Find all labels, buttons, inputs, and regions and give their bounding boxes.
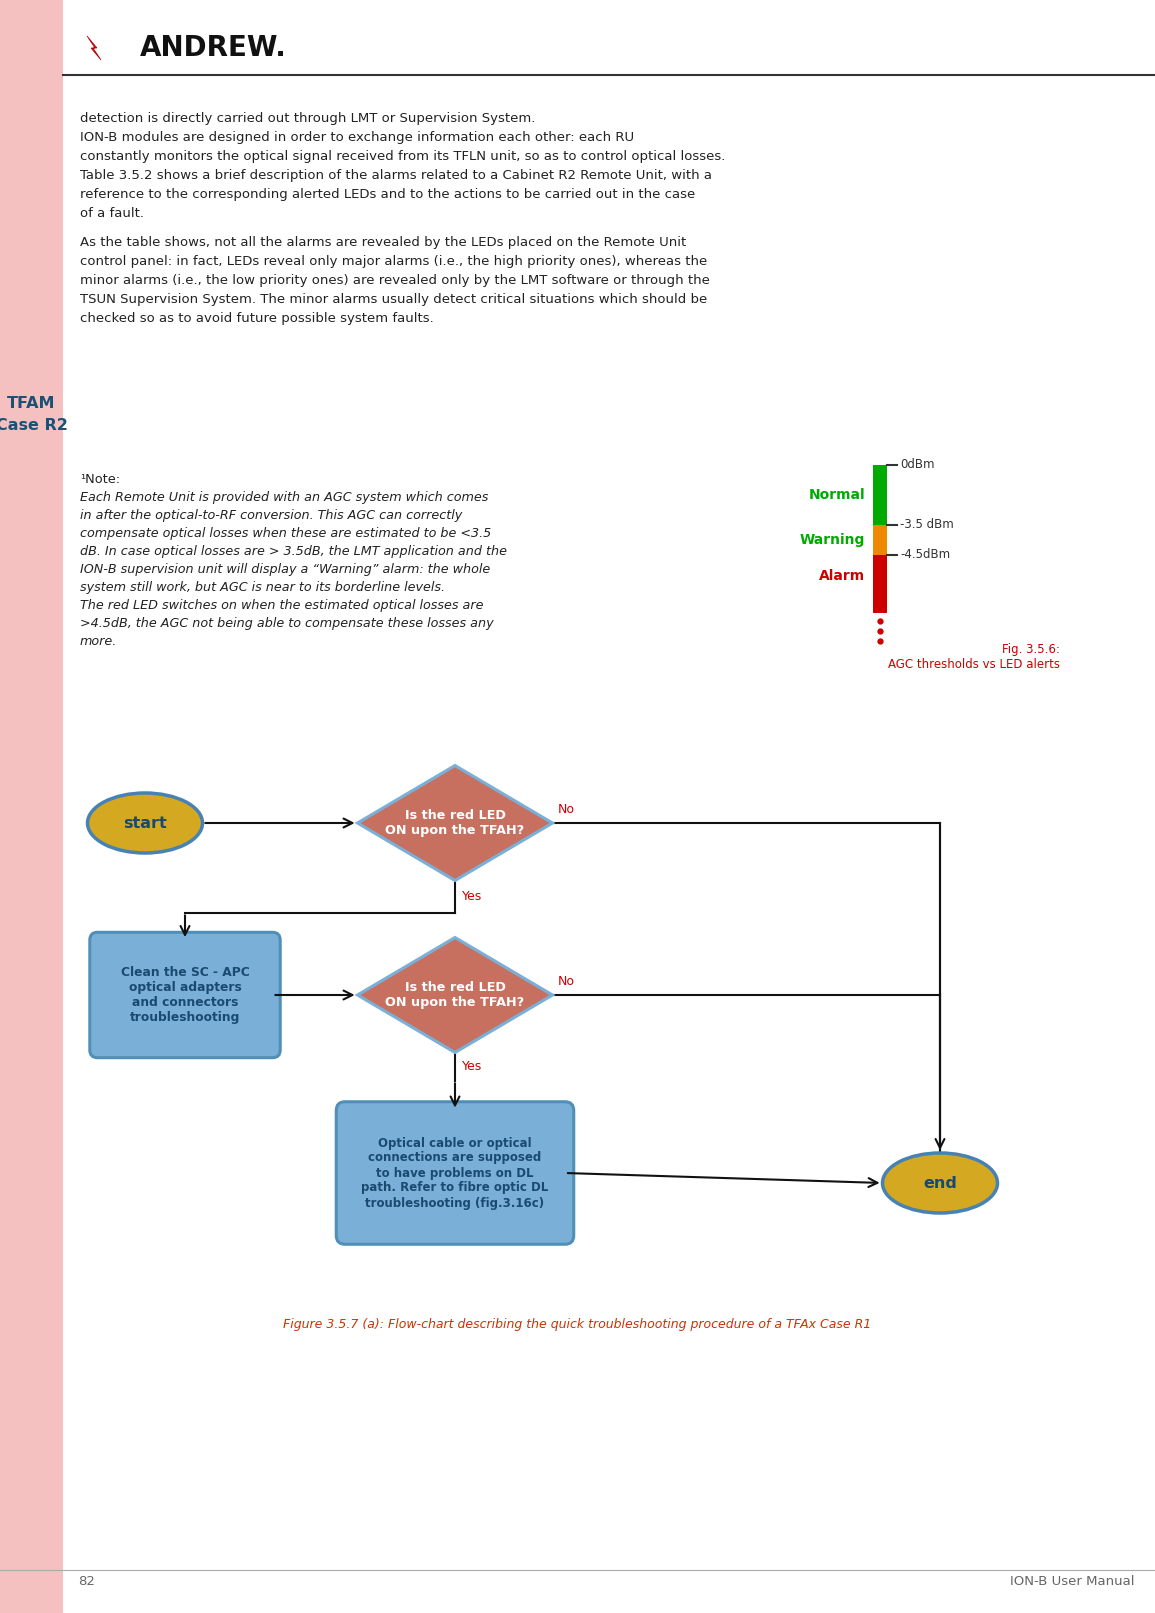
Text: in after the optical-to-RF conversion. This AGC can correctly: in after the optical-to-RF conversion. T… (80, 510, 462, 523)
Ellipse shape (882, 1153, 998, 1213)
Text: Is the red LED
ON upon the TFAH?: Is the red LED ON upon the TFAH? (386, 981, 524, 1010)
Text: dB. In case optical losses are > 3.5dB, the LMT application and the: dB. In case optical losses are > 3.5dB, … (80, 545, 507, 558)
Text: of a fault.: of a fault. (80, 206, 144, 219)
Text: Fig. 3.5.6:
AGC thresholds vs LED alerts: Fig. 3.5.6: AGC thresholds vs LED alerts (888, 644, 1060, 671)
Text: minor alarms (i.e., the low priority ones) are revealed only by the LMT software: minor alarms (i.e., the low priority one… (80, 274, 710, 287)
Polygon shape (87, 35, 100, 60)
Text: Figure 3.5.7 (a): Flow-chart describing the quick troubleshooting procedure of a: Figure 3.5.7 (a): Flow-chart describing … (283, 1318, 872, 1331)
Bar (873, 524, 887, 555)
FancyBboxPatch shape (90, 932, 281, 1058)
Text: ION-B User Manual: ION-B User Manual (1011, 1574, 1135, 1589)
Polygon shape (358, 937, 552, 1053)
Text: Normal: Normal (808, 489, 865, 502)
Text: system still work, but AGC is near to its borderline levels.: system still work, but AGC is near to it… (80, 581, 445, 594)
Text: checked so as to avoid future possible system faults.: checked so as to avoid future possible s… (80, 311, 434, 324)
Text: -3.5 dBm: -3.5 dBm (900, 518, 954, 532)
Text: Warning: Warning (799, 532, 865, 547)
Text: Is the red LED
ON upon the TFAH?: Is the red LED ON upon the TFAH? (386, 810, 524, 837)
Text: As the table shows, not all the alarms are revealed by the LEDs placed on the Re: As the table shows, not all the alarms a… (80, 235, 686, 248)
Text: ¹Note:: ¹Note: (80, 473, 120, 486)
Text: TSUN Supervision System. The minor alarms usually detect critical situations whi: TSUN Supervision System. The minor alarm… (80, 294, 707, 306)
Bar (873, 465, 887, 524)
FancyBboxPatch shape (336, 1102, 574, 1244)
Text: ION-B supervision unit will display a “Warning” alarm: the whole: ION-B supervision unit will display a “W… (80, 563, 490, 576)
Text: Yes: Yes (462, 1060, 483, 1074)
Polygon shape (358, 766, 552, 881)
Text: more.: more. (80, 636, 118, 648)
Text: Each Remote Unit is provided with an AGC system which comes: Each Remote Unit is provided with an AGC… (80, 490, 489, 503)
Text: Yes: Yes (462, 890, 483, 903)
Text: Alarm: Alarm (819, 569, 865, 582)
Text: ANDREW.: ANDREW. (140, 34, 286, 61)
Text: TFAM: TFAM (7, 395, 55, 410)
Text: No: No (558, 803, 574, 816)
Text: >4.5dB, the AGC not being able to compensate these losses any: >4.5dB, the AGC not being able to compen… (80, 618, 493, 631)
Text: No: No (558, 974, 574, 989)
Bar (0, 0, 64, 1613)
Text: ION-B modules are designed in order to exchange information each other: each RU: ION-B modules are designed in order to e… (80, 131, 634, 144)
Bar (873, 555, 887, 613)
Text: 82: 82 (79, 1574, 95, 1589)
Text: Case R2: Case R2 (0, 418, 67, 432)
Text: Clean the SC - APC
optical adapters
and connectors
troubleshooting: Clean the SC - APC optical adapters and … (120, 966, 249, 1024)
Text: constantly monitors the optical signal received from its TFLN unit, so as to con: constantly monitors the optical signal r… (80, 150, 725, 163)
Text: -4.5dBm: -4.5dBm (900, 548, 951, 561)
Ellipse shape (88, 794, 202, 853)
Text: start: start (124, 816, 166, 831)
Text: The red LED switches on when the estimated optical losses are: The red LED switches on when the estimat… (80, 598, 484, 611)
Text: Table 3.5.2 shows a brief description of the alarms related to a Cabinet R2 Remo: Table 3.5.2 shows a brief description of… (80, 169, 711, 182)
Text: detection is directly carried out through LMT or Supervision System.: detection is directly carried out throug… (80, 111, 536, 124)
Text: 0dBm: 0dBm (900, 458, 934, 471)
Text: Optical cable or optical
connections are supposed
to have problems on DL
path. R: Optical cable or optical connections are… (362, 1137, 549, 1210)
Text: control panel: in fact, LEDs reveal only major alarms (i.e., the high priority o: control panel: in fact, LEDs reveal only… (80, 255, 707, 268)
Text: end: end (923, 1176, 957, 1190)
Text: reference to the corresponding alerted LEDs and to the actions to be carried out: reference to the corresponding alerted L… (80, 189, 695, 202)
Text: compensate optical losses when these are estimated to be <3.5: compensate optical losses when these are… (80, 527, 491, 540)
